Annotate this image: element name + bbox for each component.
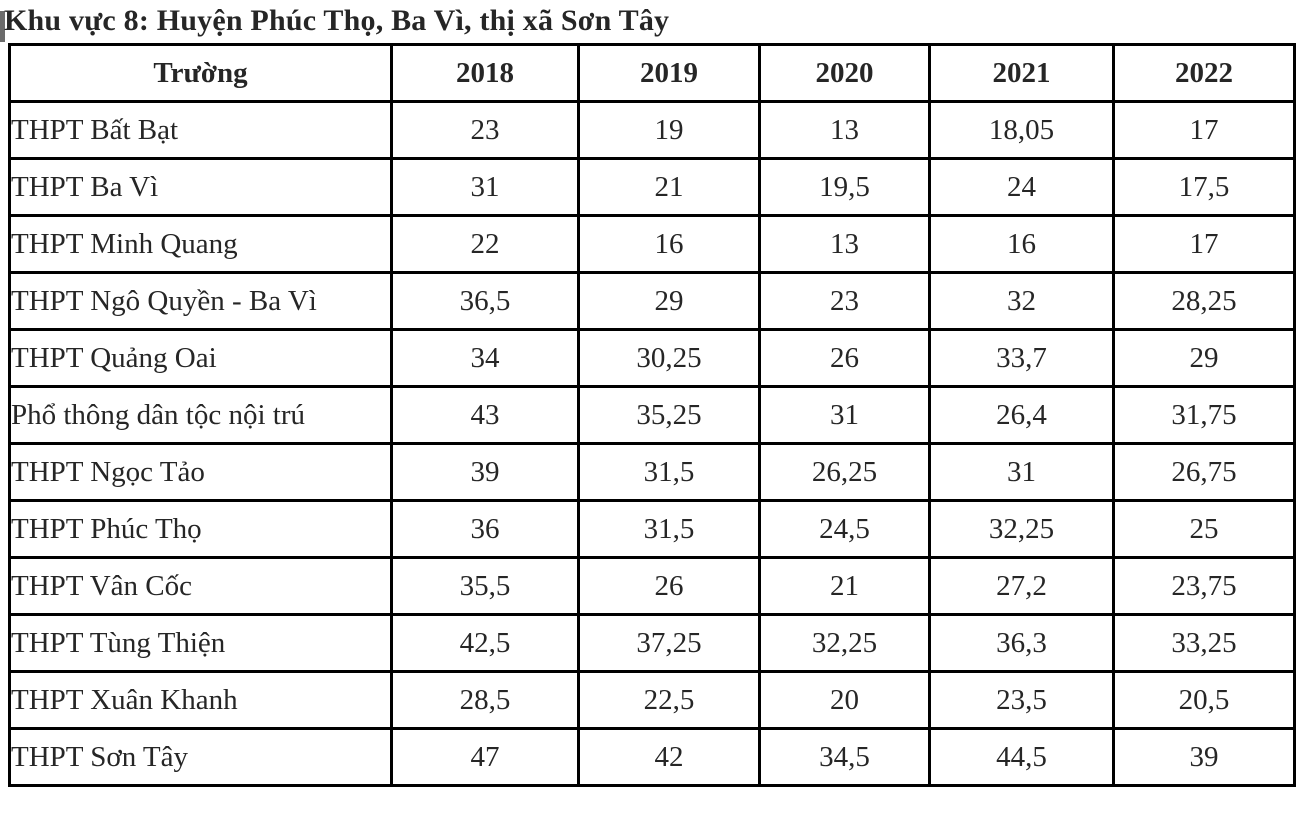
score-cell: 23,5 xyxy=(928,670,1115,730)
score-cell: 31,5 xyxy=(577,499,761,559)
score-cell: 42 xyxy=(577,727,761,787)
header-2020: 2020 xyxy=(758,43,931,103)
table-row: THPT Minh Quang 22 16 13 16 17 xyxy=(8,214,1296,274)
table-row: THPT Ba Vì 31 21 19,5 24 17,5 xyxy=(8,157,1296,217)
score-cell: 31,5 xyxy=(577,442,761,502)
score-cell: 35,25 xyxy=(577,385,761,445)
score-cell: 34,5 xyxy=(758,727,931,787)
table-row: THPT Phúc Thọ 36 31,5 24,5 32,25 25 xyxy=(8,499,1296,559)
school-name-cell: THPT Sơn Tây xyxy=(8,727,393,787)
score-cell: 44,5 xyxy=(928,727,1115,787)
table-row: THPT Xuân Khanh 28,5 22,5 20 23,5 20,5 xyxy=(8,670,1296,730)
score-cell: 39 xyxy=(390,442,580,502)
score-cell: 35,5 xyxy=(390,556,580,616)
header-2019: 2019 xyxy=(577,43,761,103)
score-cell: 30,25 xyxy=(577,328,761,388)
page-title: Khu vực 8: Huyện Phúc Thọ, Ba Vì, thị xã… xyxy=(4,4,670,37)
school-name-cell: THPT Vân Cốc xyxy=(8,556,393,616)
score-cell: 23,75 xyxy=(1112,556,1296,616)
score-cell: 31 xyxy=(390,157,580,217)
header-2021: 2021 xyxy=(928,43,1115,103)
score-cell: 32,25 xyxy=(758,613,931,673)
table-header-row: Trường 2018 2019 2020 2021 2022 xyxy=(8,43,1296,103)
score-cell: 42,5 xyxy=(390,613,580,673)
score-cell: 26,25 xyxy=(758,442,931,502)
score-cell: 26,4 xyxy=(928,385,1115,445)
school-name-cell: THPT Ba Vì xyxy=(8,157,393,217)
admission-scores-table: Trường 2018 2019 2020 2021 2022 THPT Bất… xyxy=(8,43,1296,787)
score-cell: 34 xyxy=(390,328,580,388)
table-row: THPT Ngọc Tảo 39 31,5 26,25 31 26,75 xyxy=(8,442,1296,502)
score-cell: 25 xyxy=(1112,499,1296,559)
school-name-cell: THPT Ngô Quyền - Ba Vì xyxy=(8,271,393,331)
score-cell: 29 xyxy=(577,271,761,331)
table-row: THPT Vân Cốc 35,5 26 21 27,2 23,75 xyxy=(8,556,1296,616)
score-cell: 18,05 xyxy=(928,100,1115,160)
score-cell: 24,5 xyxy=(758,499,931,559)
score-cell: 47 xyxy=(390,727,580,787)
school-name-cell: THPT Minh Quang xyxy=(8,214,393,274)
header-2022: 2022 xyxy=(1112,43,1296,103)
score-cell: 27,2 xyxy=(928,556,1115,616)
score-cell: 13 xyxy=(758,214,931,274)
score-cell: 26 xyxy=(577,556,761,616)
score-cell: 17 xyxy=(1112,214,1296,274)
score-cell: 32,25 xyxy=(928,499,1115,559)
score-cell: 13 xyxy=(758,100,931,160)
score-cell: 17,5 xyxy=(1112,157,1296,217)
score-cell: 36,3 xyxy=(928,613,1115,673)
score-cell: 37,25 xyxy=(577,613,761,673)
table-row: THPT Quảng Oai 34 30,25 26 33,7 29 xyxy=(8,328,1296,388)
score-cell: 22,5 xyxy=(577,670,761,730)
score-cell: 23 xyxy=(758,271,931,331)
score-cell: 39 xyxy=(1112,727,1296,787)
score-cell: 21 xyxy=(577,157,761,217)
score-cell: 31 xyxy=(758,385,931,445)
table-row: THPT Bất Bạt 23 19 13 18,05 17 xyxy=(8,100,1296,160)
score-cell: 16 xyxy=(928,214,1115,274)
table-row: Phổ thông dân tộc nội trú 43 35,25 31 26… xyxy=(8,385,1296,445)
score-cell: 20 xyxy=(758,670,931,730)
score-cell: 22 xyxy=(390,214,580,274)
score-cell: 31 xyxy=(928,442,1115,502)
school-name-cell: THPT Xuân Khanh xyxy=(8,670,393,730)
score-cell: 19 xyxy=(577,100,761,160)
left-edge-artifact xyxy=(0,11,5,42)
score-cell: 32 xyxy=(928,271,1115,331)
header-2018: 2018 xyxy=(390,43,580,103)
score-cell: 19,5 xyxy=(758,157,931,217)
score-cell: 24 xyxy=(928,157,1115,217)
school-name-cell: THPT Ngọc Tảo xyxy=(8,442,393,502)
score-cell: 21 xyxy=(758,556,931,616)
score-cell: 28,25 xyxy=(1112,271,1296,331)
school-name-cell: THPT Bất Bạt xyxy=(8,100,393,160)
score-cell: 31,75 xyxy=(1112,385,1296,445)
school-name-cell: Phổ thông dân tộc nội trú xyxy=(8,385,393,445)
score-cell: 26,75 xyxy=(1112,442,1296,502)
table-row: THPT Tùng Thiện 42,5 37,25 32,25 36,3 33… xyxy=(8,613,1296,673)
school-name-cell: THPT Phúc Thọ xyxy=(8,499,393,559)
score-cell: 16 xyxy=(577,214,761,274)
table-row: THPT Sơn Tây 47 42 34,5 44,5 39 xyxy=(8,727,1296,787)
score-cell: 36 xyxy=(390,499,580,559)
school-name-cell: THPT Quảng Oai xyxy=(8,328,393,388)
score-cell: 20,5 xyxy=(1112,670,1296,730)
score-cell: 36,5 xyxy=(390,271,580,331)
score-cell: 26 xyxy=(758,328,931,388)
score-cell: 33,7 xyxy=(928,328,1115,388)
score-cell: 29 xyxy=(1112,328,1296,388)
table-row: THPT Ngô Quyền - Ba Vì 36,5 29 23 32 28,… xyxy=(8,271,1296,331)
score-cell: 28,5 xyxy=(390,670,580,730)
header-school: Trường xyxy=(8,43,393,103)
school-name-cell: THPT Tùng Thiện xyxy=(8,613,393,673)
score-cell: 33,25 xyxy=(1112,613,1296,673)
score-cell: 17 xyxy=(1112,100,1296,160)
score-cell: 43 xyxy=(390,385,580,445)
score-cell: 23 xyxy=(390,100,580,160)
